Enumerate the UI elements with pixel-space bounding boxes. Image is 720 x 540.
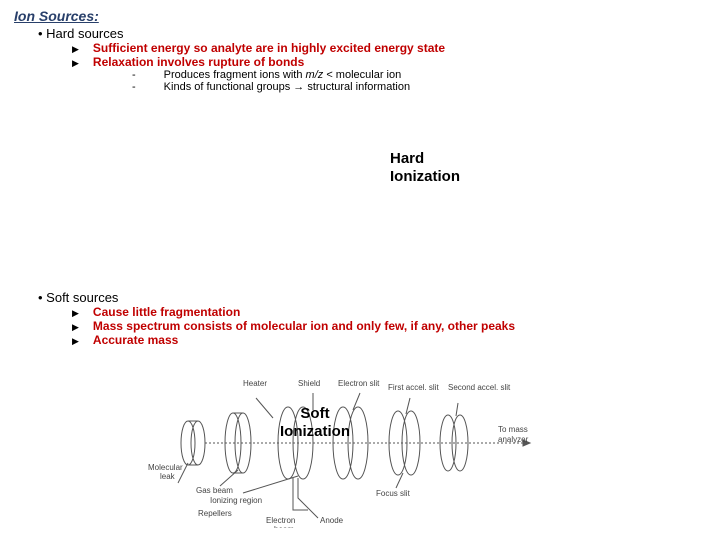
soft-sources-heading: Soft sources bbox=[0, 290, 720, 305]
soft-point-2-text: Mass spectrum consists of molecular ion … bbox=[93, 319, 515, 333]
dash-bullet-icon: - bbox=[132, 81, 136, 93]
hard-point-1: ▶ Sufficient energy so analyte are in hi… bbox=[0, 41, 720, 55]
hard-point-2: ▶ Relaxation involves rupture of bonds bbox=[0, 55, 720, 69]
hard-sub-2: - Kinds of functional groups → structura… bbox=[0, 81, 720, 93]
hard-ionization-label: Hard Ionization bbox=[390, 150, 460, 186]
soft-ionization-label: Soft Ionization bbox=[280, 405, 350, 441]
diagram-label-analyzer: analyzer bbox=[498, 435, 529, 444]
triangle-bullet-icon: ▶ bbox=[72, 308, 79, 319]
page-title: Ion Sources: bbox=[0, 0, 720, 24]
hard-sub-1-text: Produces fragment ions with m/z < molecu… bbox=[164, 69, 402, 81]
diagram-label-ionizing: Ionizing region bbox=[210, 496, 262, 505]
soft-label-line2: Ionization bbox=[280, 423, 350, 441]
diagram-label-repellers: Repellers bbox=[198, 509, 232, 518]
diagram-label-heater: Heater bbox=[243, 379, 267, 388]
soft-point-3-text: Accurate mass bbox=[93, 333, 178, 347]
soft-point-2: ▶ Mass spectrum consists of molecular io… bbox=[0, 319, 720, 333]
soft-sources-block: Soft sources ▶ Cause little fragmentatio… bbox=[0, 288, 720, 347]
hard-sources-heading: Hard sources bbox=[0, 26, 720, 41]
hard-label-line2: Ionization bbox=[390, 168, 460, 186]
diagram-label-second-accel: Second accel. slit bbox=[448, 383, 511, 392]
triangle-bullet-icon: ▶ bbox=[72, 44, 79, 55]
hard-point-2-text: Relaxation involves rupture of bonds bbox=[93, 55, 304, 69]
triangle-bullet-icon: ▶ bbox=[72, 58, 79, 69]
soft-label-line1: Soft bbox=[280, 405, 350, 423]
diagram-label-anode: Anode bbox=[320, 516, 344, 525]
diagram-label-focus: Focus slit bbox=[376, 489, 411, 498]
diagram-label-gas-beam: Gas beam bbox=[196, 486, 233, 495]
diagram-label-to-mass: To mass bbox=[498, 425, 528, 434]
hard-sub-2-text: Kinds of functional groups → structural … bbox=[164, 81, 410, 93]
soft-point-1: ▶ Cause little fragmentation bbox=[0, 305, 720, 319]
diagram-label-electron-beam2: beam bbox=[274, 525, 294, 528]
hard-label-line1: Hard bbox=[390, 150, 460, 168]
diagram-label-molecular-leak: Molecular bbox=[148, 463, 183, 472]
diagram-label-first-accel: First accel. slit bbox=[388, 383, 439, 392]
triangle-bullet-icon: ▶ bbox=[72, 322, 79, 333]
ion-source-diagram: Heater Shield Electron slit First accel.… bbox=[148, 368, 568, 528]
diagram-label-molecular-leak2: leak bbox=[160, 472, 176, 481]
diagram-label-electron-slit: Electron slit bbox=[338, 379, 380, 388]
dash-bullet-icon: - bbox=[132, 69, 136, 81]
hard-sub-1: - Produces fragment ions with m/z < mole… bbox=[0, 69, 720, 81]
hard-point-1-text: Sufficient energy so analyte are in high… bbox=[93, 41, 445, 55]
soft-point-1-text: Cause little fragmentation bbox=[93, 305, 240, 319]
triangle-bullet-icon: ▶ bbox=[72, 336, 79, 347]
diagram-label-electron-beam: Electron bbox=[266, 516, 295, 525]
diagram-label-shield: Shield bbox=[298, 379, 320, 388]
soft-point-3: ▶ Accurate mass bbox=[0, 333, 720, 347]
